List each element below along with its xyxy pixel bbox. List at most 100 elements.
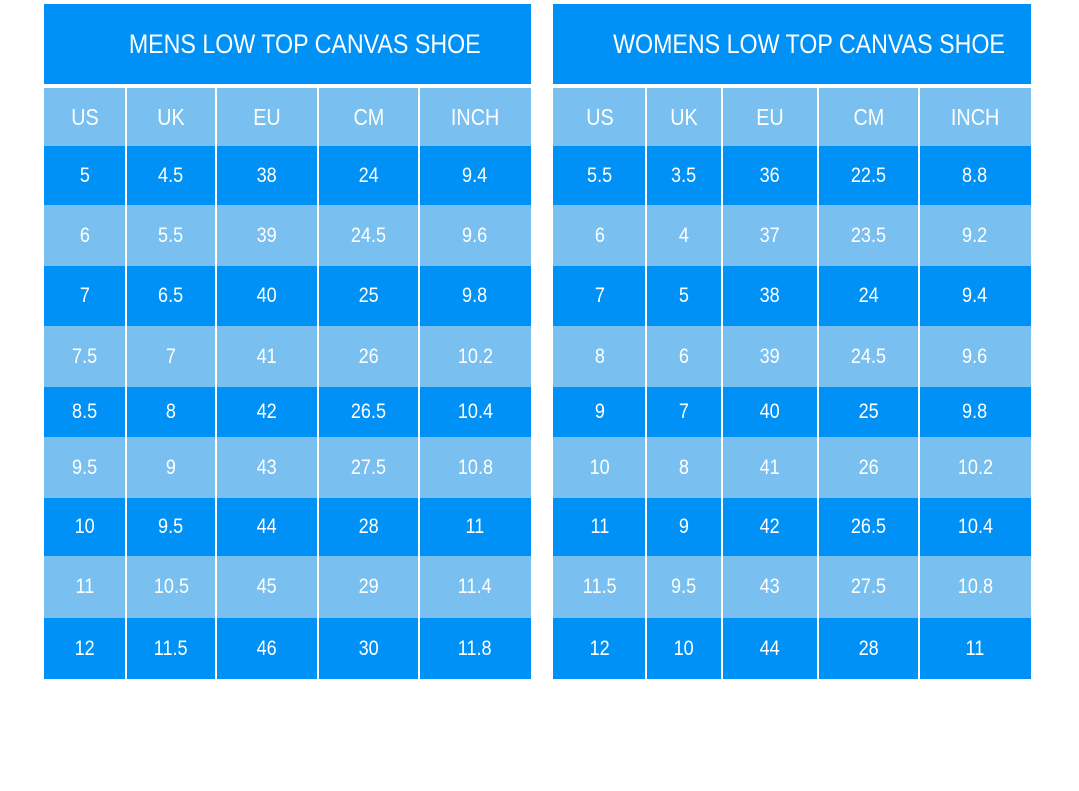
cell-eu: 41	[216, 326, 318, 387]
cell-us: 5	[44, 146, 126, 205]
cell-text: 6	[79, 223, 91, 247]
cell-eu: 46	[216, 618, 318, 679]
cell-text: 9.6	[962, 344, 988, 368]
cell-text: 9.5	[72, 455, 98, 479]
cell-text: US	[585, 103, 614, 130]
cell-us: 10	[553, 437, 646, 498]
cell-text: 40	[256, 284, 278, 307]
cell-text: 24	[858, 284, 879, 307]
cell-text: EU	[756, 103, 784, 130]
cell-cm: 29	[318, 556, 419, 618]
cell-text: 46	[256, 636, 278, 660]
cell-uk: 8	[646, 437, 722, 498]
column-divider	[418, 88, 420, 679]
cell-text: US	[71, 103, 99, 130]
cell-uk: 6.5	[126, 266, 216, 326]
cell-inch: 9.4	[419, 146, 531, 205]
table-row: 7 6.5 40 25 9.8	[44, 266, 531, 326]
column-header-uk: UK	[646, 88, 722, 146]
cell-uk: 9.5	[126, 498, 216, 556]
cell-text: 10.2	[457, 344, 493, 368]
cell-cm: 24	[818, 266, 919, 326]
cell-inch: 9.8	[419, 266, 531, 326]
cell-us: 12	[553, 618, 646, 679]
column-header-eu: EU	[722, 88, 818, 146]
cell-text: 8.8	[962, 163, 988, 187]
column-header-inch: INCH	[919, 88, 1031, 146]
cell-uk: 5.5	[126, 205, 216, 266]
cell-text: 10	[74, 515, 96, 538]
cell-text: 44	[256, 515, 278, 538]
cell-cm: 22.5	[818, 146, 919, 205]
cell-text: 43	[759, 575, 781, 598]
cell-text: 38	[256, 163, 278, 187]
cell-text: 5	[678, 284, 690, 307]
cell-text: 5.5	[158, 223, 184, 247]
cell-eu: 37	[722, 205, 818, 266]
cell-us: 6	[553, 205, 646, 266]
cell-text: 27.5	[850, 575, 887, 598]
cell-text: 6	[678, 344, 690, 368]
cell-eu: 38	[216, 146, 318, 205]
table-row: 9 7 40 25 9.8	[553, 387, 1031, 437]
cell-cm: 24	[318, 146, 419, 205]
cell-text: 26.5	[850, 515, 887, 538]
cell-text: 5.5	[586, 163, 613, 187]
cell-text: 10.4	[957, 515, 993, 538]
cell-eu: 42	[216, 387, 318, 437]
cell-text: 11	[465, 515, 485, 538]
cell-text: UK	[157, 103, 185, 130]
cell-us: 7	[44, 266, 126, 326]
cell-eu: 38	[722, 266, 818, 326]
column-header-inch: INCH	[419, 88, 531, 146]
cell-uk: 3.5	[646, 146, 722, 205]
cell-text: 39	[256, 223, 278, 247]
cell-inch: 11.4	[419, 556, 531, 618]
cell-text: 7	[79, 284, 91, 307]
cell-text: 43	[256, 455, 278, 479]
cell-text: 42	[256, 400, 278, 423]
cell-eu: 44	[722, 618, 818, 679]
cell-text: 24.5	[850, 344, 887, 368]
cell-text: 28	[858, 636, 879, 660]
cell-text: 9	[594, 400, 605, 423]
womens-title-text: WOMENS LOW TOP CANVAS SHOE	[613, 28, 1006, 59]
cell-inch: 10.2	[919, 437, 1031, 498]
cell-text: 9.5	[671, 575, 697, 598]
cell-text: 29	[358, 575, 379, 598]
cell-text: 5	[79, 163, 91, 187]
womens-size-table: WOMENS LOW TOP CANVAS SHOE US UK EU CM INCH 5.…	[553, 4, 1031, 679]
cell-text: 9.2	[962, 223, 988, 247]
cell-cm: 27.5	[318, 437, 419, 498]
cell-text: 37	[759, 223, 781, 247]
cell-cm: 26	[818, 437, 919, 498]
table-row: 12 11.5 46 30 11.8	[44, 618, 531, 679]
cell-text: 9.8	[962, 400, 988, 423]
cell-text: 44	[759, 636, 781, 660]
cell-text: 6	[594, 223, 605, 247]
cell-eu: 40	[722, 387, 818, 437]
cell-us: 8.5	[44, 387, 126, 437]
column-header-eu: EU	[216, 88, 318, 146]
cell-text: 9	[678, 515, 690, 538]
cell-text: 9	[165, 455, 177, 479]
cell-cm: 27.5	[818, 556, 919, 618]
cell-text: 11	[75, 575, 95, 598]
cell-text: 24	[358, 163, 379, 187]
cell-uk: 10	[646, 618, 722, 679]
cell-us: 11	[553, 498, 646, 556]
cell-text: INCH	[450, 103, 500, 130]
cell-inch: 9.6	[919, 326, 1031, 387]
cell-uk: 5	[646, 266, 722, 326]
cell-us: 8	[553, 326, 646, 387]
cell-text: 8	[594, 344, 605, 368]
column-header-us: US	[553, 88, 646, 146]
column-header-cm: CM	[318, 88, 419, 146]
cell-text: 40	[759, 400, 781, 423]
table-row: 10 9.5 44 28 11	[44, 498, 531, 556]
cell-uk: 6	[646, 326, 722, 387]
table-row: 11 9 42 26.5 10.4	[553, 498, 1031, 556]
cell-inch: 11.8	[419, 618, 531, 679]
cell-cm: 24.5	[818, 326, 919, 387]
table-row: 9.5 9 43 27.5 10.8	[44, 437, 531, 498]
